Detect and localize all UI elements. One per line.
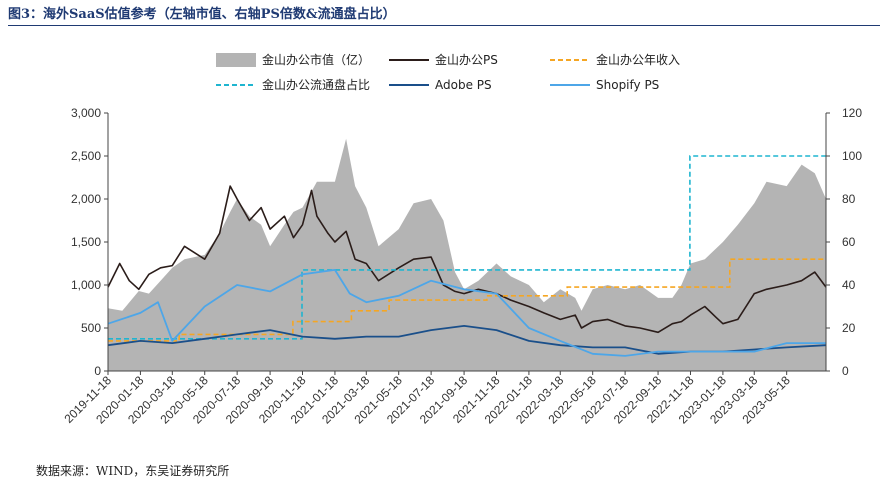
source-note: 数据来源：WIND，东吴证券研究所 (36, 464, 230, 478)
figure-title: 图3：海外SaaS估值参考（左轴市值、右轴PS倍数&流通盘占比） (8, 7, 396, 22)
legend-label: 金山办公年收入 (596, 52, 680, 67)
title-divider (8, 25, 880, 26)
left-tick-label: 1,000 (71, 278, 101, 292)
left-tick-label: 2,500 (71, 149, 101, 163)
right-tick-label: 80 (842, 192, 856, 206)
legend-label: 金山办公市值（亿） (262, 52, 370, 67)
left-tick-label: 3,000 (71, 106, 101, 120)
right-tick-label: 120 (842, 106, 862, 120)
right-tick-label: 60 (842, 235, 856, 249)
series-line-5 (107, 268, 826, 357)
left-tick-label: 0 (94, 364, 101, 378)
legend-label: 金山办公流通盘占比 (262, 77, 370, 92)
right-tick-label: 0 (842, 364, 849, 378)
left-tick-label: 2,000 (71, 192, 101, 206)
market-cap-area (108, 138, 826, 371)
right-tick-label: 100 (842, 149, 862, 163)
left-tick-label: 500 (81, 321, 101, 335)
left-tick-label: 1,500 (71, 235, 101, 249)
legend-label: Adobe PS (435, 78, 492, 92)
right-tick-label: 20 (842, 321, 856, 335)
legend-label: 金山办公PS (435, 52, 498, 67)
legend-swatch (216, 53, 256, 67)
series-lines (107, 155, 827, 357)
right-tick-label: 40 (842, 278, 856, 292)
legend-label: Shopify PS (596, 78, 659, 92)
series-line-1 (107, 185, 827, 334)
series-area-0 (108, 138, 826, 371)
series-line-2 (108, 258, 826, 342)
series-line-3 (108, 155, 826, 340)
